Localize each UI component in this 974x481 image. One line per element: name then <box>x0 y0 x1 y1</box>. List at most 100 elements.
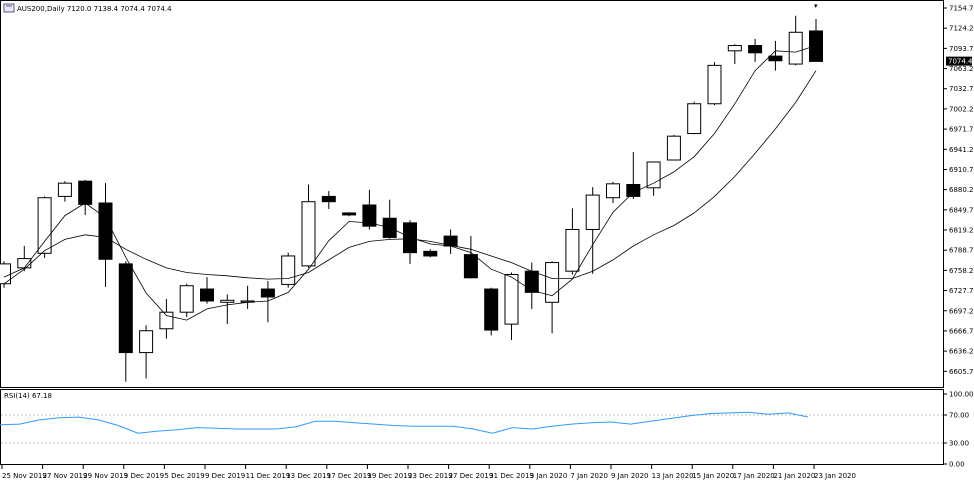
candle-body <box>565 228 580 272</box>
candle-body <box>788 31 803 65</box>
price-axis: 7154.7 7124.2 7093.7 7063.2 7032.7 7002.2 6971… <box>814 2 974 376</box>
last-price-label: 7074.4 <box>948 58 973 66</box>
main-panel-frame <box>0 0 944 388</box>
time-tick-label: 23 Jan 2020 <box>814 472 856 480</box>
candle <box>362 189 377 230</box>
candle-body <box>220 299 235 303</box>
candle-body <box>118 263 133 354</box>
candle <box>423 249 438 258</box>
time-tick-label: 13 Dec 2019 <box>286 472 331 480</box>
candle-body <box>139 330 154 354</box>
candle-body <box>585 194 600 230</box>
candle-body <box>504 273 519 325</box>
candle-body <box>98 202 113 260</box>
fast-moving-average-line <box>3 45 817 321</box>
candle-body <box>321 195 336 203</box>
price-tick-label: 6880.2 <box>949 186 974 194</box>
candle-body <box>626 183 641 197</box>
price-tick-label: 6758.2 <box>949 267 974 275</box>
candle-body <box>423 250 438 257</box>
price-tick-label: 6697.2 <box>949 307 974 315</box>
candle <box>768 40 783 71</box>
price-tick-label: 6971.7 <box>949 126 974 134</box>
candle-body <box>260 288 275 298</box>
time-tick-label: 3 Dec 2019 <box>124 472 164 480</box>
candle <box>484 287 499 336</box>
candle-body <box>0 263 11 285</box>
candle <box>37 196 52 258</box>
candle <box>220 294 235 325</box>
candle-body <box>463 254 478 279</box>
rsi-layer: 100.00 70.00 30.00 0.00 <box>0 391 974 469</box>
candle-body <box>524 270 539 293</box>
time-tick-label: 31 Dec 2019 <box>489 472 534 480</box>
candle <box>707 62 722 106</box>
candle <box>57 181 72 202</box>
candle-body <box>37 197 52 254</box>
time-tick-label: 15 Jan 2020 <box>692 472 734 480</box>
rsi-tick-label: 0.00 <box>949 461 965 469</box>
candle-body <box>606 183 620 199</box>
candle <box>748 38 763 63</box>
candle-body <box>707 64 722 105</box>
candle-body <box>687 103 702 135</box>
price-tick-label: 7002.2 <box>949 105 974 113</box>
candle <box>545 261 560 334</box>
candle <box>687 101 702 135</box>
chart-header: AUS200,Daily 7120.0 7138.4 7074.4 7074.4 <box>3 3 172 13</box>
candle <box>281 252 296 288</box>
candle-body <box>200 288 214 302</box>
last-price-box <box>946 56 972 66</box>
high-marker-icon: ▾ <box>814 2 818 10</box>
candle-body <box>484 288 499 331</box>
candle <box>463 236 478 279</box>
price-tick-label: 7154.7 <box>949 5 974 13</box>
candle <box>301 184 316 268</box>
candle <box>98 183 113 288</box>
price-tick-label: 6941.2 <box>949 146 974 154</box>
time-tick-label: 29 Nov 2019 <box>83 472 128 480</box>
candle <box>626 152 641 200</box>
candle <box>727 44 742 65</box>
time-tick-label: 19 Dec 2019 <box>367 472 412 480</box>
candle <box>809 19 823 62</box>
price-tick-label: 7032.7 <box>949 85 974 93</box>
candles-layer <box>0 15 823 382</box>
candle <box>342 212 357 217</box>
time-tick-label: 23 Dec 2019 <box>408 472 453 480</box>
candle <box>200 277 214 304</box>
window-icon <box>3 3 15 13</box>
time-tick-label: 5 Dec 2019 <box>164 472 204 480</box>
candle <box>179 283 194 317</box>
candle-body <box>768 55 783 62</box>
candle-body <box>17 258 32 269</box>
time-tick-label: 7 Jan 2020 <box>570 472 608 480</box>
rsi-tick-label: 100.00 <box>949 391 974 399</box>
candle-body <box>362 204 377 227</box>
price-tick-label: 7124.2 <box>949 25 974 33</box>
rsi-panel-frame <box>0 389 944 465</box>
candle <box>504 272 519 340</box>
candle <box>666 134 681 161</box>
rsi-line <box>0 411 809 434</box>
candle-body <box>748 45 763 54</box>
candle <box>321 191 336 209</box>
rsi-tick-label: 70.00 <box>949 412 969 420</box>
time-tick-label: 21 Jan 2020 <box>773 472 815 480</box>
time-tick-label: 17 Dec 2019 <box>327 472 372 480</box>
candle-body <box>179 285 194 313</box>
time-tick-label: 9 Dec 2019 <box>205 472 245 480</box>
price-tick-label: 6788.7 <box>949 247 974 255</box>
candle-body <box>545 262 560 303</box>
rsi-title: RSI(14) 67.18 <box>4 392 52 400</box>
time-tick-label: 11 Dec 2019 <box>246 472 291 480</box>
chart-title: AUS200,Daily 7120.0 7138.4 7074.4 7074.4 <box>17 5 172 13</box>
time-tick-label: 27 Nov 2019 <box>43 472 88 480</box>
price-tick-label: 6849.7 <box>949 206 974 214</box>
candle-body <box>342 212 357 216</box>
price-tick-label: 7093.7 <box>949 45 974 53</box>
candle <box>118 261 133 382</box>
time-tick-label: 17 Jan 2020 <box>733 472 775 480</box>
